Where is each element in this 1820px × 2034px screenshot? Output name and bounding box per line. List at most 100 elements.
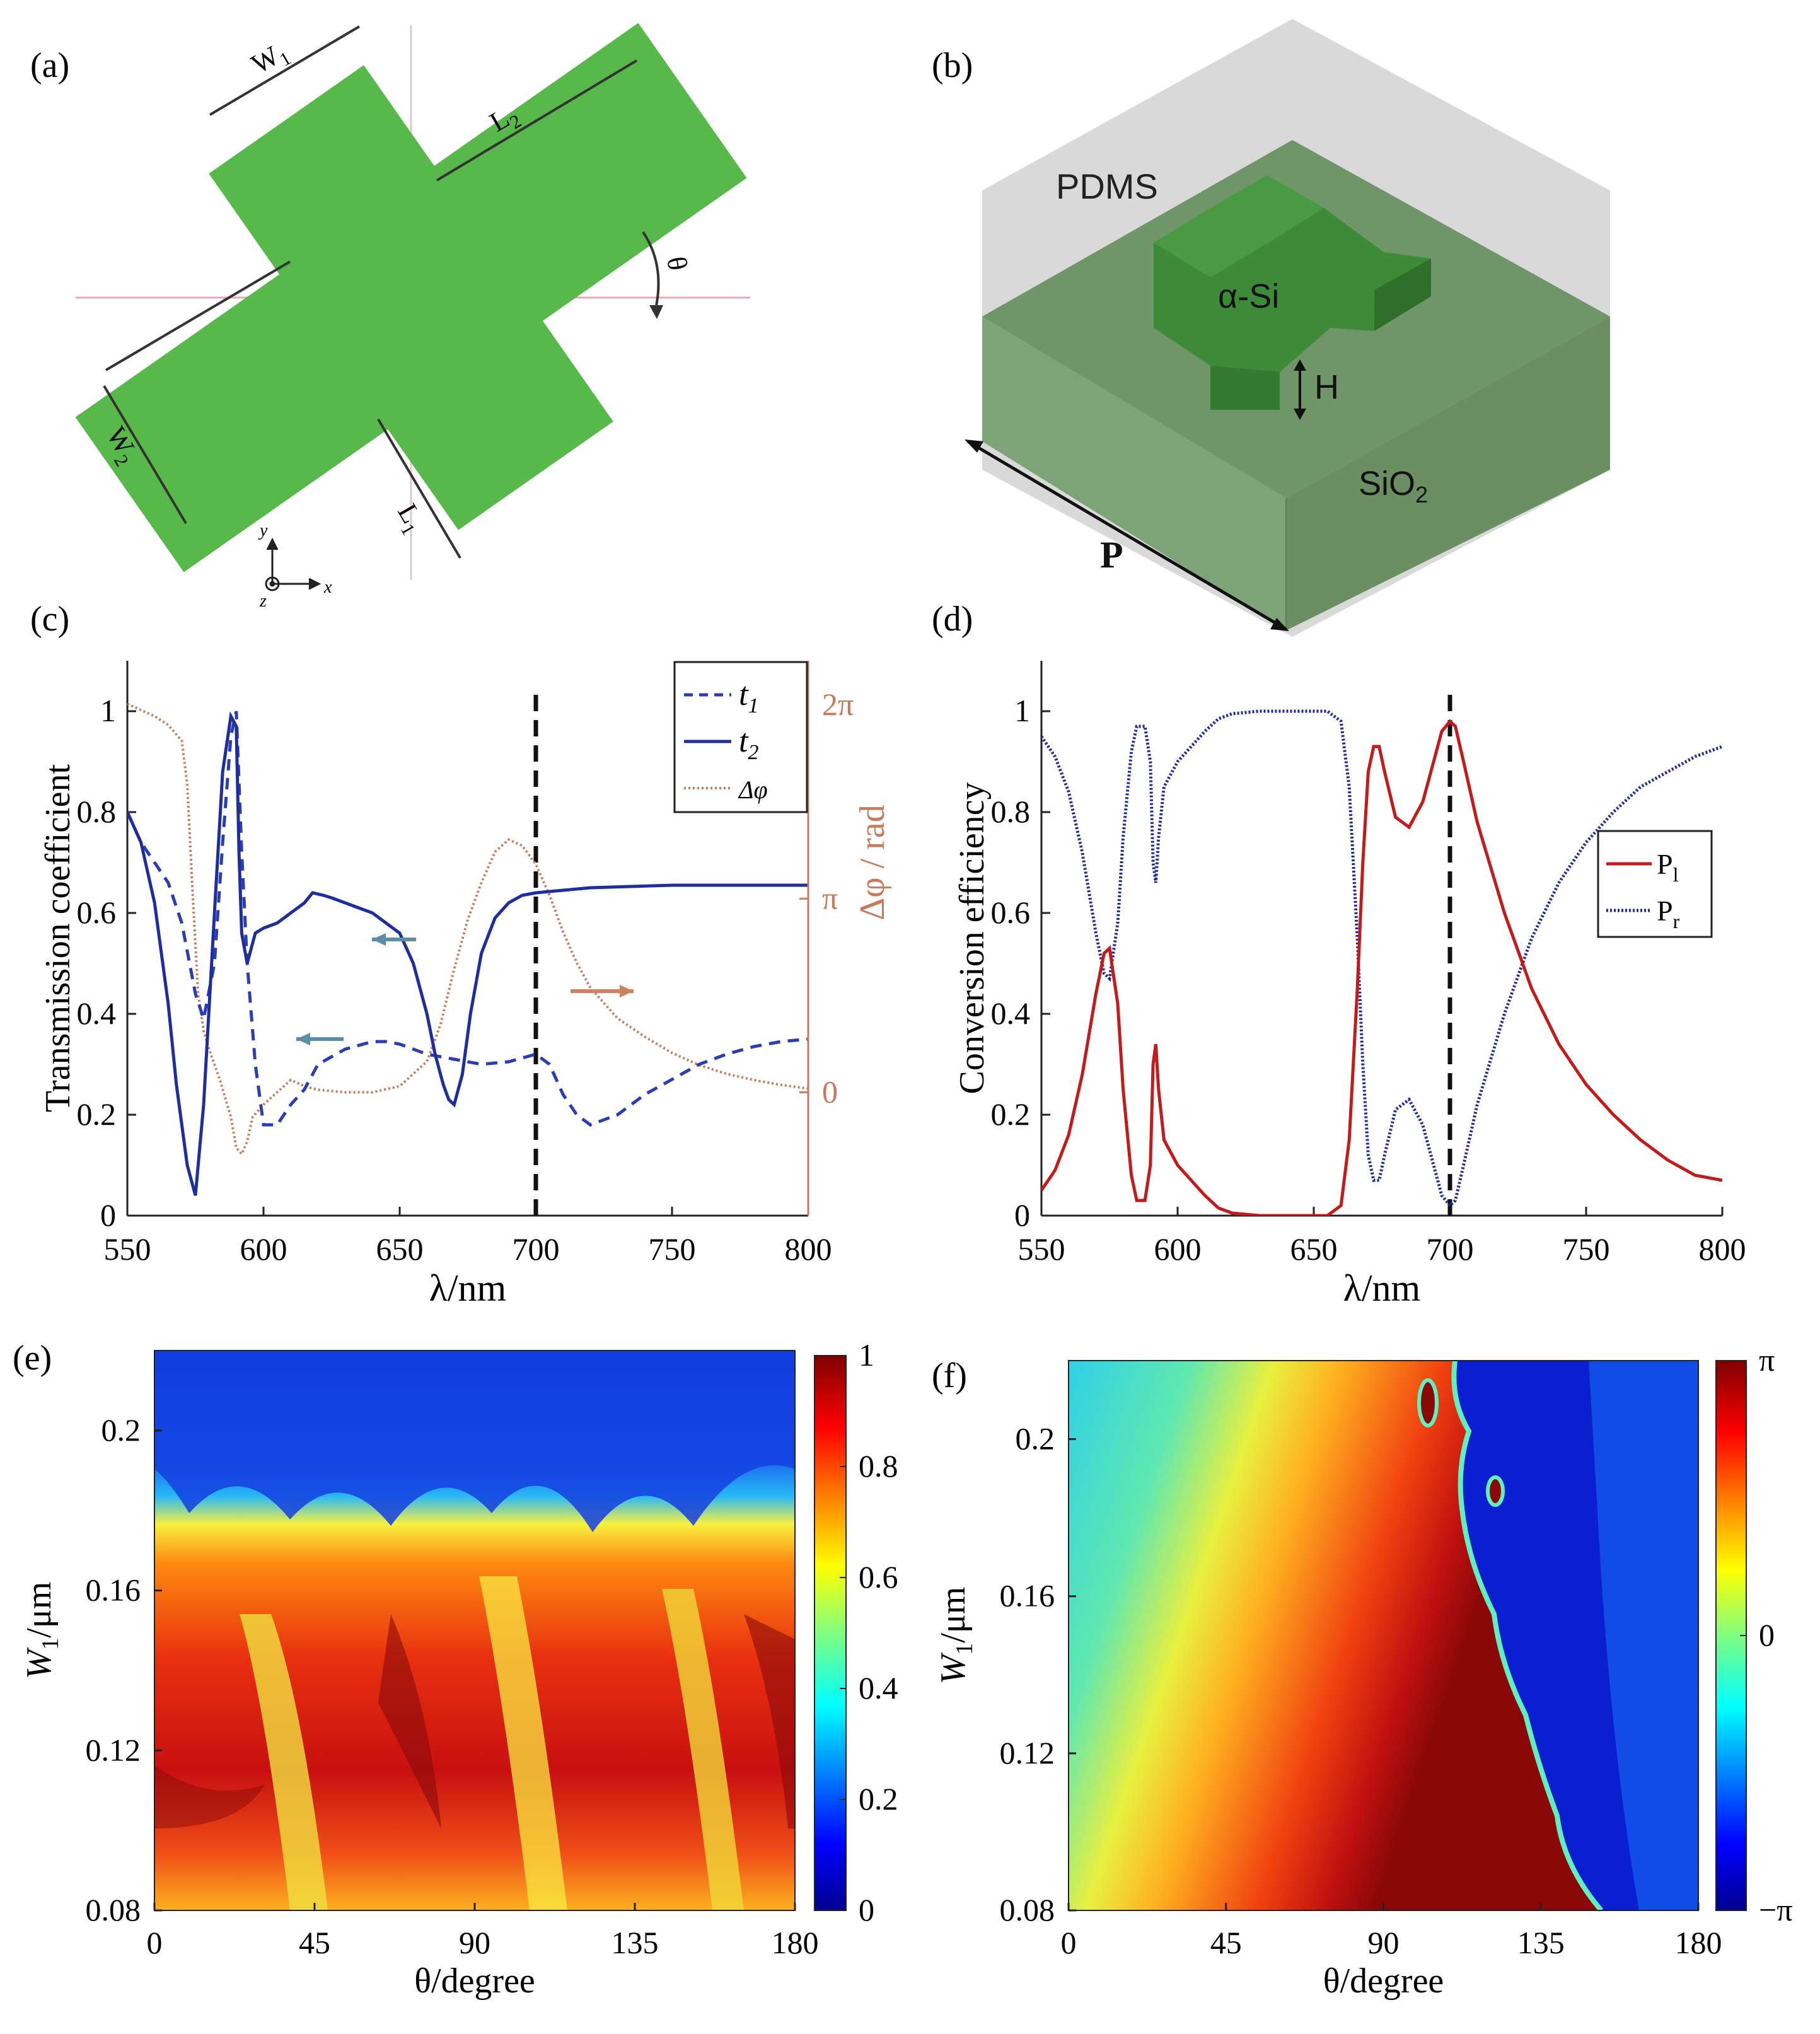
x-tick-label: 750 [649, 1231, 696, 1267]
y-tick-label: 0.8 [77, 794, 117, 829]
heatmap-e [154, 1351, 795, 1910]
x-tick-label: 45 [299, 1925, 330, 1960]
x-axis-title: θ/degree [414, 1961, 535, 2001]
y-tick-label: 0.16 [86, 1572, 141, 1608]
colorbar-tick-label: 0 [859, 1892, 874, 1927]
x-tick-label: 550 [1018, 1231, 1065, 1267]
label-pdms: PDMS [1056, 166, 1158, 206]
label-theta: θ [661, 254, 693, 272]
y-tick-label: 0 [1014, 1197, 1030, 1233]
y-tick-label: 0.12 [86, 1732, 141, 1767]
series-Pr [1041, 709, 1722, 1208]
legend-label: t1 [739, 677, 758, 718]
colorbar-tick-label: 0.4 [859, 1670, 898, 1706]
panel-f-label: (f) [932, 1356, 967, 1395]
label-h: H [1314, 368, 1339, 406]
x-tick-label: 0 [1061, 1925, 1077, 1960]
legend-box [1597, 830, 1713, 938]
right-tick-label: 0 [822, 1074, 838, 1109]
series-t2 [127, 711, 808, 1196]
panel-e: (e) 0 45 90 135 180 0.08 0.12 0.16 0.2 θ/degree W1… [13, 1337, 898, 2001]
x-tick-label: 700 [513, 1231, 560, 1267]
label-si: α-Si [1218, 277, 1279, 315]
panel-d-label: (d) [932, 600, 973, 639]
chart-d: 550 600 650 700 750 800 0 0.2 0.4 0.6 0.8 1 λ/nm Conv… [953, 661, 1746, 1309]
label-sio2: SiO2 [1359, 465, 1428, 508]
legend: t1 t2 Δφ [673, 661, 808, 813]
dimension-lines [103, 25, 638, 559]
panel-a-label: (a) [30, 46, 69, 85]
panel-a: (a) W1 L2 W2 L1 θ [30, 23, 750, 611]
series-Pl [1041, 719, 1722, 1216]
y-tick-label: 0.2 [101, 1412, 141, 1448]
x-tick-label: 90 [1368, 1925, 1400, 1960]
y-tick-label: 0.4 [991, 996, 1031, 1031]
y-tick-label: 0.16 [1000, 1578, 1055, 1613]
axes-f: 0 45 90 135 180 0.08 0.12 0.16 0.2 θ/degree W1/μm −… [934, 1342, 1792, 2001]
legend: Pl Pr [1597, 830, 1713, 938]
x-tick-label: 750 [1563, 1231, 1610, 1267]
axes-e: 0 45 90 135 180 0.08 0.12 0.16 0.2 θ/degree W1/μm 0… [20, 1337, 898, 2001]
y-tick-label: 0.4 [77, 996, 117, 1031]
theta-arrowhead [649, 305, 663, 319]
right-tick-label: π [822, 880, 838, 915]
legend-label: Pr [1657, 895, 1680, 933]
panel-b: (b) PDMS α-Si H SiO2 P [932, 19, 1610, 637]
colorbar-tick-label: 0.6 [859, 1559, 898, 1595]
panel-c: (c) 550 600 650 700 750 800 0 0.2 0.4 0.6 0.8 1 λ/nm… [30, 600, 892, 1309]
y-tick-label: 0.2 [77, 1096, 117, 1132]
arrow-to-right-axis-head [620, 985, 634, 997]
panel-b-label: (b) [932, 46, 973, 85]
colorbar-tick-label: 0.8 [859, 1448, 898, 1484]
x-tick-label: 180 [1675, 1925, 1722, 1960]
colorbar-tick-label: 0.2 [859, 1781, 898, 1816]
colorbar-tick-label: 1 [859, 1337, 874, 1373]
x-tick-label: 650 [1290, 1231, 1338, 1267]
chart-c: 550 600 650 700 750 800 0 0.2 0.4 0.6 0.8 1 λ/nm Tran… [38, 661, 892, 1309]
plot-area [127, 695, 808, 1216]
x-tick-label: 700 [1427, 1231, 1474, 1267]
series-dphi [127, 702, 808, 1156]
y-axis-title: W1/μm [934, 1587, 978, 1685]
panel-e-label: (e) [13, 1339, 52, 1378]
colorbar [814, 1355, 847, 1911]
si-cross [1154, 175, 1431, 410]
p-arrow [966, 439, 1287, 631]
x-tick-label: 550 [104, 1231, 151, 1267]
y-tick-label: 0.12 [1000, 1735, 1055, 1770]
colorbar-tick-label: π [1759, 1342, 1775, 1378]
plot-area [1041, 695, 1722, 1216]
x-tick-label: 800 [785, 1231, 832, 1267]
x-tick-label: 600 [1154, 1231, 1202, 1267]
y-axis-title: Transmission coefficient [38, 764, 78, 1112]
x-tick-label: 45 [1210, 1925, 1242, 1960]
axis-y-label: y [258, 521, 268, 540]
y-tick-label: 0.8 [991, 794, 1031, 829]
arrow-to-left-axis-2-head [296, 1033, 310, 1045]
y-tick-label: 0.08 [86, 1892, 141, 1927]
axis-z-label: z [259, 591, 267, 611]
y-axis-title: Conversion efficiency [953, 782, 992, 1094]
sio2-left [982, 317, 1286, 631]
axis-x-label: x [323, 578, 332, 597]
label-p: P [1100, 534, 1123, 576]
x-tick-label: 800 [1699, 1231, 1746, 1267]
x-tick-label: 180 [772, 1925, 819, 1960]
heatmap-f [1069, 1360, 1698, 1912]
colorbar-tick-label: −π [1759, 1892, 1792, 1927]
legend-label: Δφ [738, 776, 768, 804]
y-tick-label: 1 [100, 693, 116, 728]
theta-arc [642, 231, 660, 310]
sio2-right [1286, 317, 1610, 631]
axes-indicator [265, 537, 322, 591]
y-tick-label: 0.08 [1000, 1892, 1055, 1927]
x-tick-label: 650 [376, 1231, 424, 1267]
y-tick-label: 0 [100, 1197, 116, 1233]
cross-shape [75, 23, 747, 572]
y-axis-title: W1/μm [20, 1582, 64, 1680]
x-tick-label: 90 [459, 1925, 490, 1960]
arrow-to-left-axis-1-head [372, 933, 386, 946]
legend-label: Pl [1657, 848, 1679, 886]
y-tick-label: 0.6 [77, 895, 117, 930]
